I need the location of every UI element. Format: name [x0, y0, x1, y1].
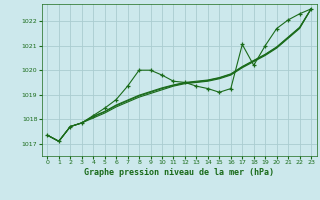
X-axis label: Graphe pression niveau de la mer (hPa): Graphe pression niveau de la mer (hPa)	[84, 168, 274, 177]
